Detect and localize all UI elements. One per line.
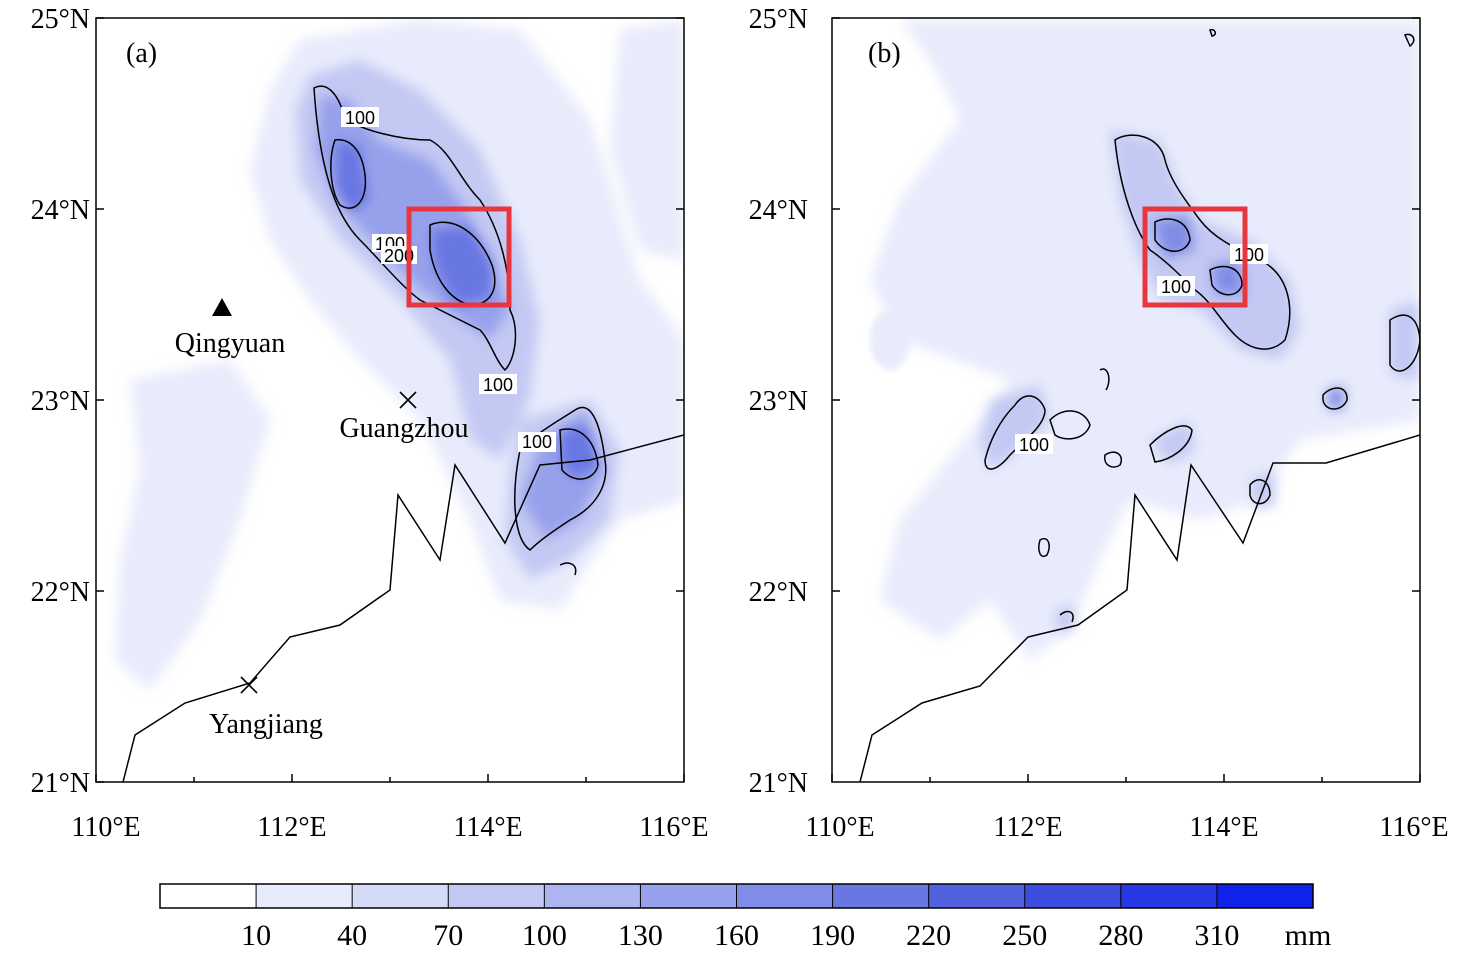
colorbar-swatch (928, 884, 1026, 908)
panel-b-lat-ticks (832, 17, 1420, 592)
city-label-yangjiang: Yangjiang (209, 709, 323, 740)
colorbar-level-label: 310 (1194, 919, 1239, 952)
colorbar-swatch (1024, 884, 1122, 908)
rain-shade-level-2b (1390, 300, 1420, 380)
lon-tick-label: 112°E (993, 812, 1062, 843)
lat-tick-label: 21°N (749, 768, 808, 799)
rain-shade-level-2d (1150, 420, 1195, 465)
colorbar-swatch (640, 884, 737, 908)
rain-shade-level-2 (1110, 130, 1300, 360)
panel-b-rain-field (859, 20, 1420, 782)
rain-shade-level-4b (430, 225, 495, 305)
panel-b-tag: (b) (868, 38, 901, 69)
city-label-guangzhou: Guangzhou (339, 413, 468, 444)
colorbar-level-label: 250 (1002, 919, 1047, 952)
svg-text:100: 100 (1161, 277, 1191, 297)
rain-shade-level-4c (560, 425, 600, 480)
contour-label: 100 (479, 374, 517, 395)
lat-tick-label: 25°N (31, 4, 90, 35)
colorbar-swatch (1216, 884, 1314, 908)
panel-a-lon-ticks (95, 774, 685, 782)
panel-b-contours (984, 28, 1420, 623)
coastline (122, 434, 684, 782)
lat-tick-label: 22°N (749, 577, 808, 608)
colorbar-swatch (448, 884, 545, 908)
rain-shade-level-1c (610, 20, 684, 260)
lat-tick-label: 22°N (31, 577, 90, 608)
lat-tick-label: 24°N (31, 195, 90, 226)
colorbar: 10 40 70 100 130 160 190 220 250 280 310 mm (159, 883, 1332, 952)
coastline (859, 434, 1420, 782)
colorbar-labels: 10 40 70 100 130 160 190 220 250 280 310 (241, 884, 1239, 952)
lon-tick-label: 110°E (805, 812, 874, 843)
panel-a-tag: (a) (126, 38, 157, 69)
svg-text:100: 100 (1234, 245, 1264, 265)
contour-label: 200 (381, 246, 417, 266)
rain-patch (1350, 35, 1410, 85)
colorbar-level-label: 100 (522, 919, 567, 952)
colorbar-swatch (544, 884, 641, 908)
colorbar-swatch (1120, 884, 1218, 908)
colorbar-level-label: 70 (433, 919, 463, 952)
contour-label: 100 (341, 107, 379, 128)
rain-shade-level-1 (870, 20, 1420, 660)
colorbar-swatch (832, 884, 930, 908)
svg-text:100: 100 (483, 375, 513, 395)
triangle-icon (212, 298, 232, 316)
rain-patch (942, 480, 978, 560)
lon-tick-label: 114°E (1189, 812, 1258, 843)
cross-icon (399, 391, 417, 409)
colorbar-swatch (160, 884, 257, 908)
colorbar-unit: mm (1285, 919, 1332, 952)
svg-text:100: 100 (1019, 435, 1049, 455)
panel-b-lon-ticks (831, 774, 1421, 782)
lon-tick-label: 116°E (639, 812, 708, 843)
lat-tick-label: 23°N (749, 386, 808, 417)
panel-a-contours (313, 85, 607, 576)
colorbar-level-label: 190 (810, 919, 855, 952)
colorbar-level-label: 40 (337, 919, 367, 952)
rain-shade-level-2c (980, 385, 1050, 470)
lat-tick-label: 24°N (749, 195, 808, 226)
colorbar-level-label: 280 (1098, 919, 1143, 952)
svg-text:100: 100 (345, 108, 375, 128)
panel-b-focus-box (1142, 206, 1248, 308)
lon-tick-label: 112°E (257, 812, 326, 843)
contour-label: 100 (1230, 244, 1268, 265)
colorbar-swatch (736, 884, 834, 908)
panel-a-lat-ticks (96, 17, 684, 783)
lon-tick-label: 116°E (1379, 812, 1448, 843)
colorbar-swatches (160, 884, 1314, 908)
colorbar-swatch (352, 884, 449, 908)
svg-text:100: 100 (522, 432, 552, 452)
panel-b: (b) 25°N 24°N 23°N 22°N 21°N 110°E 112°E… (749, 4, 1449, 843)
lat-tick-label: 21°N (31, 768, 90, 799)
colorbar-level-label: 220 (906, 919, 951, 952)
contour-label: 100 (518, 432, 556, 452)
colorbar-level-label: 10 (241, 919, 271, 952)
lon-tick-label: 114°E (453, 812, 522, 843)
panel-a: (a) 25°N 24°N 23°N 22°N 21°N 110°E 112°E… (31, 4, 709, 843)
cross-icon (240, 676, 258, 694)
rain-shade-level-3c (1325, 385, 1345, 410)
lat-tick-label: 25°N (749, 4, 808, 35)
rain-shade-level-3b (1210, 260, 1245, 295)
colorbar-level-label: 160 (714, 919, 759, 952)
rain-patch (870, 310, 910, 370)
city-label-qingyuan: Qingyuan (175, 328, 285, 359)
panel-a-focus-box (406, 206, 512, 308)
contour-label: 100 (1157, 276, 1195, 297)
colorbar-swatch (256, 884, 353, 908)
contour-label: 100 (1015, 434, 1053, 455)
lon-tick-label: 110°E (71, 812, 140, 843)
panel-a-rain-field (115, 20, 684, 782)
rain-shade-level-1b (115, 360, 270, 690)
colorbar-level-label: 130 (618, 919, 663, 952)
lat-tick-label: 23°N (31, 386, 90, 417)
